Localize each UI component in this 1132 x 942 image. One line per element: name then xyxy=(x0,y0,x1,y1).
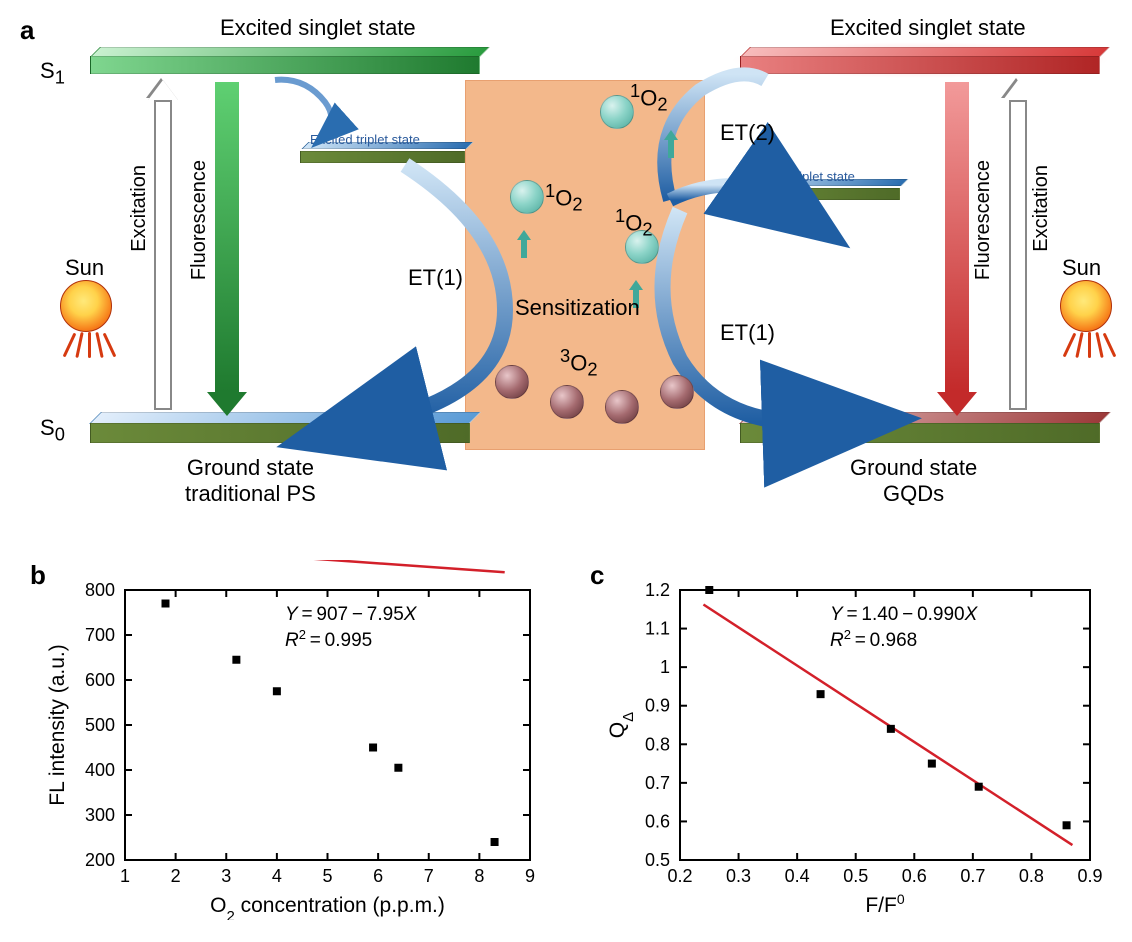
right-excitation-arrow xyxy=(1005,80,1031,410)
title-excited-left: Excited singlet state xyxy=(220,15,416,41)
svg-text:300: 300 xyxy=(85,805,115,825)
left-fluorescence-arrow xyxy=(210,82,244,416)
panel-c-svg: 0.2 0.3 0.4 0.5 0.6 0.7 0.8 0.9 0.5 0.6 0.7 0.8 0.9 1… xyxy=(590,560,1110,920)
s0-label: S0 xyxy=(40,415,65,445)
panel-c-chart: c 0.20.30.40.50.60.70.80.90.50.60.70.80.… xyxy=(590,560,1110,920)
panel-a-label: a xyxy=(20,15,34,46)
svg-text:200: 200 xyxy=(85,850,115,870)
svg-text:R2 = 0.968: R2 = 0.968 xyxy=(830,627,917,652)
svg-text:0.9: 0.9 xyxy=(645,696,670,716)
svg-text:R2 = 0.995: R2 = 0.995 xyxy=(285,627,372,652)
svg-text:0.5: 0.5 xyxy=(645,850,670,870)
singlet-o2-label: 1O2 xyxy=(615,205,653,241)
svg-text:0.7: 0.7 xyxy=(645,773,670,793)
left-excitation-text: Excitation xyxy=(128,165,151,252)
right-excitation-text: Excitation xyxy=(1030,165,1053,252)
panel-a-diagram: a Excited singlet state Excited singlet … xyxy=(20,10,1110,530)
triplet-o2-sphere xyxy=(605,390,639,424)
triplet-o2-sphere xyxy=(660,375,694,409)
triplet-o2-sphere xyxy=(550,385,584,419)
svg-text:700: 700 xyxy=(85,625,115,645)
right-fluorescence-arrow xyxy=(940,82,974,416)
svg-text:0.8: 0.8 xyxy=(645,734,670,754)
svg-text:7: 7 xyxy=(424,866,434,886)
panel-b-label: b xyxy=(30,560,46,591)
svg-text:4: 4 xyxy=(272,866,282,886)
panel-c-label: c xyxy=(590,560,604,591)
svg-text:Y = 1.40 − 0.990X: Y = 1.40 − 0.990X xyxy=(830,604,979,625)
svg-text:1: 1 xyxy=(660,657,670,677)
svg-text:5: 5 xyxy=(322,866,332,886)
singlet-o2-label: 1O2 xyxy=(545,180,583,216)
svg-text:3: 3 xyxy=(221,866,231,886)
svg-text:F/F0: F/F0 xyxy=(865,891,905,917)
singlet-o2-sphere xyxy=(600,95,634,129)
left-fluorescence-text: Fluorescence xyxy=(188,160,211,280)
svg-text:QΔ: QΔ xyxy=(606,712,637,738)
left-isc-arrow xyxy=(265,72,385,152)
ground-left-caption: Ground state traditional PS xyxy=(185,455,316,507)
svg-text:0.6: 0.6 xyxy=(645,811,670,831)
charts-row: b 1 2 3 4 5 6 7 8 9 200 300 400 500 600 700 800 O2 conce… xyxy=(20,560,1112,920)
svg-text:1: 1 xyxy=(120,866,130,886)
mini-up-arrow xyxy=(665,130,677,158)
sun-right-icon xyxy=(1060,280,1120,340)
left-et1-label: ET(1) xyxy=(408,265,463,291)
right-fluorescence-text: Fluorescence xyxy=(972,160,995,280)
svg-text:0.7: 0.7 xyxy=(960,866,985,886)
sun-left-label: Sun xyxy=(65,255,104,281)
svg-text:0.8: 0.8 xyxy=(1019,866,1044,886)
s1-label: S1 xyxy=(40,58,65,88)
svg-text:500: 500 xyxy=(85,715,115,735)
svg-text:FL intensity (a.u.): FL intensity (a.u.) xyxy=(46,644,69,805)
svg-text:6: 6 xyxy=(373,866,383,886)
figure-root: a Excited singlet state Excited singlet … xyxy=(0,0,1132,930)
svg-text:0.3: 0.3 xyxy=(726,866,751,886)
triplet-o2-label: 3O2 xyxy=(560,345,598,381)
title-excited-right: Excited singlet state xyxy=(830,15,1026,41)
ground-right-caption: Ground state GQDs xyxy=(850,455,977,507)
left-excitation-arrow xyxy=(150,80,176,410)
svg-text:0.5: 0.5 xyxy=(843,866,868,886)
panel-b-chart: b 1 2 3 4 5 6 7 8 9 200 300 400 500 600 700 800 O2 conce… xyxy=(30,560,550,920)
svg-text:2: 2 xyxy=(171,866,181,886)
sun-right-label: Sun xyxy=(1062,255,1101,281)
svg-text:0.6: 0.6 xyxy=(902,866,927,886)
singlet-o2-label: 1O2 xyxy=(630,80,668,116)
mini-up-arrow xyxy=(518,230,530,258)
svg-text:Y = 907 − 7.95X: Y = 907 − 7.95X xyxy=(285,604,418,625)
svg-text:1.1: 1.1 xyxy=(645,619,670,639)
sun-left-icon xyxy=(60,280,120,340)
svg-text:9: 9 xyxy=(525,866,535,886)
sensitization-label: Sensitization xyxy=(515,295,640,321)
svg-text:400: 400 xyxy=(85,760,115,780)
panel-b-svg: 1 2 3 4 5 6 7 8 9 200 300 400 500 600 700 800 O2 concent… xyxy=(30,560,550,920)
svg-text:8: 8 xyxy=(474,866,484,886)
svg-text:1.2: 1.2 xyxy=(645,580,670,600)
svg-text:600: 600 xyxy=(85,670,115,690)
singlet-o2-sphere xyxy=(510,180,544,214)
triplet-o2-sphere xyxy=(495,365,529,399)
svg-text:800: 800 xyxy=(85,580,115,600)
right-et2-label: ET(2) xyxy=(720,120,775,146)
svg-text:0.2: 0.2 xyxy=(667,866,692,886)
svg-text:O2 concentration (p.p.m.): O2 concentration (p.p.m.) xyxy=(210,894,445,920)
svg-text:0.4: 0.4 xyxy=(785,866,810,886)
right-et1-label: ET(1) xyxy=(720,320,775,346)
svg-text:0.9: 0.9 xyxy=(1077,866,1102,886)
